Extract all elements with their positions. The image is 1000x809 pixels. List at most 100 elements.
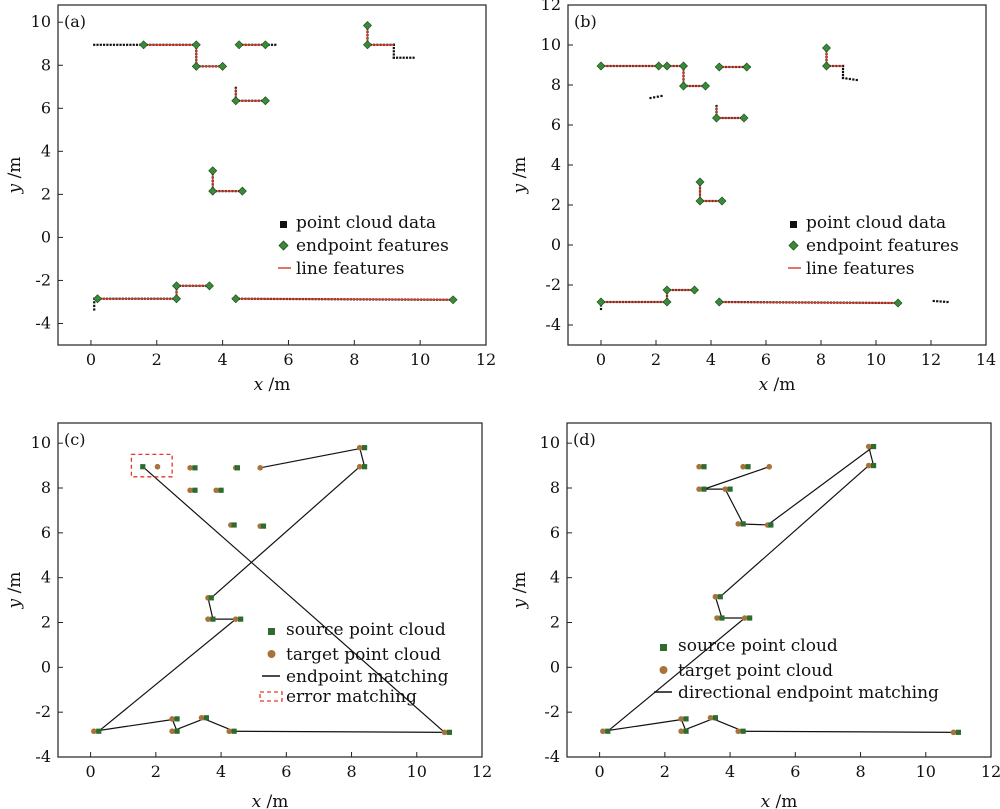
panel-b: 0 2 4 6 8 10 12 14 -4 -2 0 2 4 6 8 10 12 (b) point cloud…	[510, 0, 996, 395]
source-point	[747, 615, 753, 621]
panel-d: 0 2 4 6 8 10 12 -4 -2 0 2 4 6 8 10 (d) source point cl…	[510, 422, 1000, 809]
cloud-point	[656, 95, 659, 98]
x-tick-label: 2	[660, 762, 670, 781]
panel-label: (d)	[573, 430, 596, 449]
cloud-point	[392, 46, 395, 50]
matching-line	[93, 718, 178, 732]
legend-label-source: source point cloud	[286, 620, 446, 640]
cloud-point	[270, 43, 274, 46]
endpoint-marker	[596, 61, 606, 71]
endpoint-marker	[93, 294, 103, 304]
legend-label-matching: endpoint matching	[286, 667, 449, 687]
cloud-point	[412, 56, 415, 59]
legend-label-error: error matching	[286, 687, 417, 707]
x-tick-label: 8	[349, 350, 359, 369]
source-point	[683, 716, 689, 722]
cloud-point	[649, 96, 652, 100]
target-point	[766, 463, 773, 470]
cloud-point	[93, 304, 96, 308]
legend-swatch-target	[659, 666, 668, 674]
matching-line	[738, 730, 959, 733]
endpoint-marker	[695, 196, 705, 206]
x-tick-label: 6	[761, 350, 771, 369]
x-tick-label: 12	[476, 350, 496, 369]
y-tick-label: 10	[541, 35, 561, 54]
panel-c: 0 2 4 6 8 10 12 -4 -2 0 2 4 6 8 10 (c) source point cl…	[5, 422, 492, 809]
y-axis-label: y /m	[5, 157, 25, 195]
cloud-point	[119, 43, 122, 46]
source-point	[192, 465, 198, 471]
endpoint-marker	[218, 61, 228, 71]
target-point	[707, 714, 714, 721]
line-feature	[235, 298, 454, 301]
cloud-point	[132, 43, 135, 46]
target-point	[232, 616, 239, 622]
matching-line	[767, 446, 874, 526]
target-point	[169, 716, 175, 722]
target-point	[356, 463, 363, 470]
cloud-point	[946, 300, 949, 304]
cloud-point	[135, 43, 139, 46]
cloud-point	[855, 78, 858, 82]
matching-line	[229, 730, 450, 733]
source-point	[208, 595, 214, 601]
source-point	[870, 443, 877, 450]
endpoint-marker	[362, 40, 372, 50]
cloud-point	[96, 43, 99, 46]
target-point	[714, 615, 720, 621]
y-tick-label: 2	[41, 613, 51, 632]
matching-line	[210, 466, 361, 599]
legend-label-line: line features	[296, 259, 404, 279]
target-point	[712, 593, 719, 600]
x-tick-label: 8	[346, 762, 356, 781]
y-tick-label: 10	[540, 433, 560, 452]
legend-label-endpoint: endpoint features	[806, 236, 959, 256]
cloud-point	[841, 67, 845, 71]
x-tick-label: 0	[86, 762, 96, 781]
source-point	[96, 728, 102, 734]
endpoint-marker	[362, 20, 372, 30]
x-tick-label: 8	[816, 350, 826, 369]
cloud-point	[405, 56, 409, 59]
x-tick-label: 10	[866, 350, 886, 369]
cloud-point	[852, 78, 855, 81]
source-point	[712, 715, 718, 721]
plot-frame	[567, 4, 987, 346]
x-tick-label: 8	[855, 762, 865, 781]
legend-label-cloud: point cloud data	[296, 213, 436, 233]
cloud-point	[106, 43, 109, 46]
line-feature	[719, 301, 899, 304]
target-point	[678, 728, 684, 735]
endpoint-marker	[260, 96, 270, 106]
source-point	[218, 487, 224, 493]
legend-swatch-cloud	[790, 221, 797, 228]
endpoint-marker	[208, 166, 218, 176]
panel-label: (c)	[64, 430, 85, 449]
endpoint-marker	[191, 61, 201, 71]
y-tick-label: 6	[41, 98, 51, 117]
endpoint-marker	[448, 295, 458, 305]
matching-line	[602, 718, 687, 732]
y-tick-label: 8	[41, 55, 51, 74]
x-tick-label: 12	[472, 762, 492, 781]
source-point	[446, 729, 452, 735]
y-tick-label: -4	[544, 747, 560, 766]
cloud-point	[109, 43, 112, 46]
endpoint-marker	[662, 285, 672, 295]
source-point	[740, 521, 746, 527]
y-tick-label: -4	[35, 313, 51, 332]
panel-label: (a)	[64, 12, 86, 31]
x-tick-label: 14	[976, 350, 996, 369]
endpoint-marker	[596, 297, 606, 307]
x-tick-label: 4	[218, 350, 228, 369]
source-point	[174, 716, 180, 722]
target-point	[154, 463, 161, 470]
y-axis-label: y /m	[510, 572, 530, 610]
y-tick-label: 6	[550, 523, 560, 542]
x-tick-label: 0	[86, 350, 96, 369]
legend: point cloud data endpoint features line …	[788, 213, 959, 279]
target-point	[198, 714, 205, 721]
y-tick-label: -2	[35, 270, 51, 289]
y-tick-label: 2	[550, 613, 560, 632]
cloud-point	[122, 43, 125, 46]
